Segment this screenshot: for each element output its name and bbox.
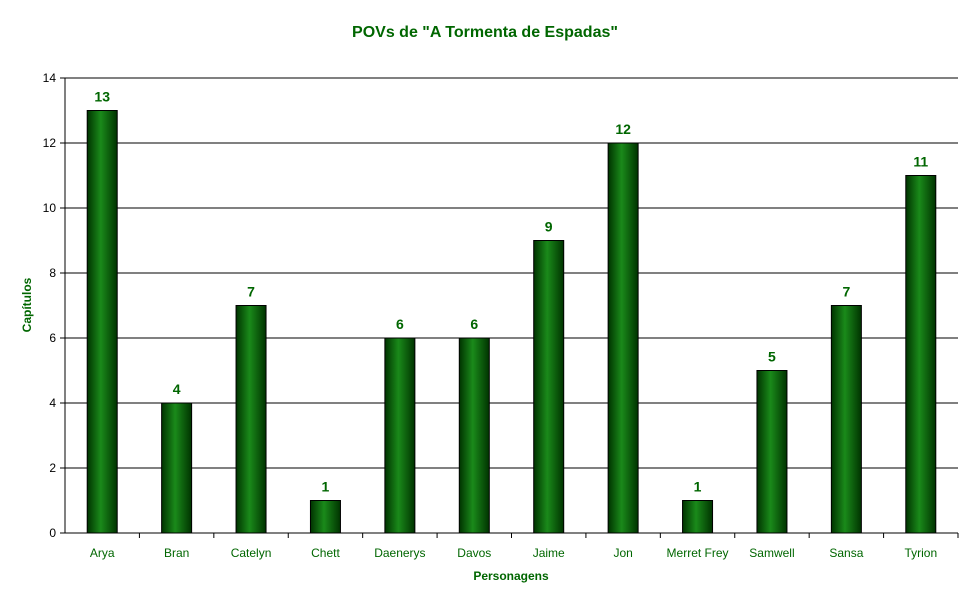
y-tick-labels: 0 2 4 6 8 10 12 14 bbox=[43, 71, 57, 540]
data-label: 13 bbox=[94, 89, 110, 105]
x-tick-label: Samwell bbox=[749, 546, 794, 560]
x-tick-label: Catelyn bbox=[231, 546, 272, 560]
bar-tyrion bbox=[905, 175, 937, 534]
data-label: 12 bbox=[615, 121, 631, 137]
data-label: 11 bbox=[913, 154, 928, 170]
x-tick-label: Arya bbox=[90, 546, 115, 560]
data-label: 9 bbox=[545, 219, 553, 235]
chart-title: POVs de "A Tormenta de Espadas" bbox=[352, 24, 618, 41]
y-tick-label: 2 bbox=[49, 461, 56, 475]
bar-merret-frey bbox=[682, 500, 714, 534]
data-label: 1 bbox=[322, 479, 330, 495]
bars bbox=[86, 110, 937, 534]
bar-daenerys bbox=[384, 337, 416, 534]
y-tick-label: 0 bbox=[49, 526, 56, 540]
x-tick-label: Jon bbox=[613, 546, 632, 560]
data-label: 6 bbox=[470, 316, 478, 332]
y-tick-label: 8 bbox=[49, 266, 56, 280]
bar-jaime bbox=[533, 240, 565, 534]
data-label: 7 bbox=[842, 284, 850, 300]
bar-arya bbox=[86, 110, 118, 534]
y-tick-label: 4 bbox=[49, 396, 56, 410]
y-axis-title: Capítulos bbox=[20, 277, 34, 332]
x-tick-labels: Arya Bran Catelyn Chett Daenerys Davos Jaime Jo… bbox=[90, 546, 937, 560]
data-label: 5 bbox=[768, 349, 776, 365]
y-tick-label: 6 bbox=[49, 331, 56, 345]
x-tick-label: Chett bbox=[311, 546, 340, 560]
y-tick-label: 12 bbox=[43, 136, 57, 150]
bar-sansa bbox=[830, 305, 862, 534]
x-tick-label: Tyrion bbox=[904, 546, 937, 560]
x-axis-title: Personagens bbox=[473, 569, 549, 583]
data-label: 4 bbox=[173, 381, 181, 397]
x-tick-label: Davos bbox=[457, 546, 491, 560]
x-tick-label: Sansa bbox=[829, 546, 863, 560]
bar-bran bbox=[161, 402, 193, 534]
data-label: 1 bbox=[694, 479, 702, 495]
axes bbox=[60, 77, 959, 538]
y-tick-label: 14 bbox=[43, 71, 57, 85]
x-tick-label: Merret Frey bbox=[667, 546, 729, 560]
bar-chett bbox=[309, 500, 341, 534]
bar-catelyn bbox=[235, 305, 267, 534]
bar-davos bbox=[458, 337, 490, 534]
x-tick-label: Jaime bbox=[533, 546, 565, 560]
bar-jon bbox=[607, 142, 639, 534]
bar-samwell bbox=[756, 370, 788, 534]
x-tick-label: Daenerys bbox=[374, 546, 425, 560]
x-tick-label: Bran bbox=[164, 546, 189, 560]
grid-lines bbox=[65, 77, 958, 469]
data-label: 6 bbox=[396, 316, 404, 332]
data-label: 7 bbox=[247, 284, 255, 300]
y-tick-label: 10 bbox=[43, 201, 57, 215]
